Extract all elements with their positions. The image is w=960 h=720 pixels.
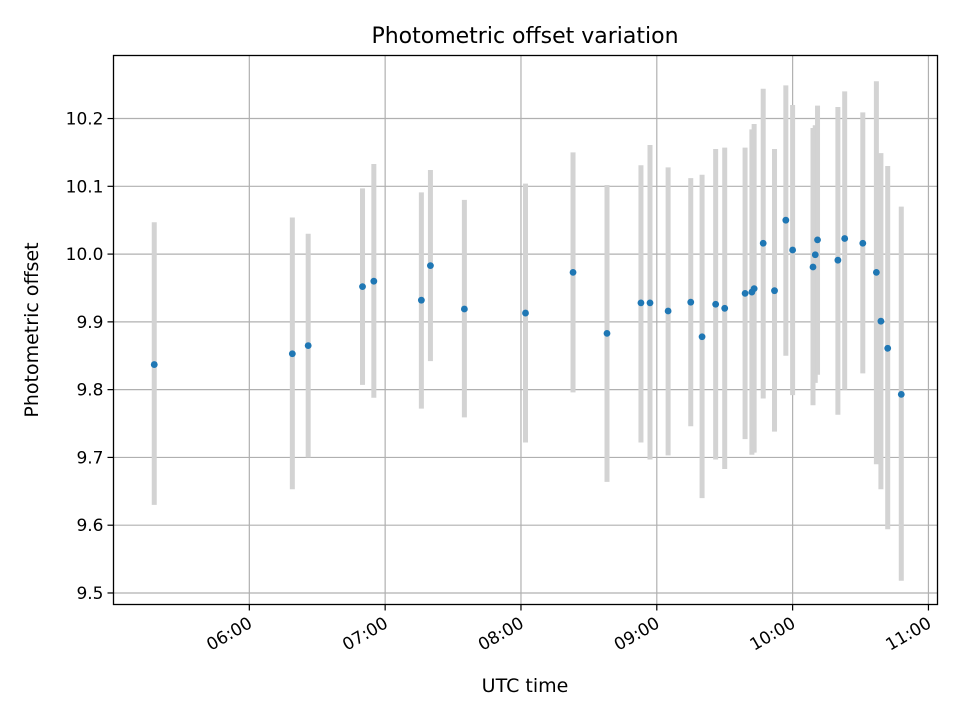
plot-frame xyxy=(112,54,939,606)
data-point xyxy=(884,344,892,352)
data-point xyxy=(841,235,849,242)
data-point xyxy=(809,263,817,271)
data-point xyxy=(427,262,434,270)
data-point xyxy=(811,251,819,259)
data-point xyxy=(304,342,312,349)
data-points xyxy=(150,216,905,398)
data-point xyxy=(288,350,296,358)
y-tick-label: 9.9 xyxy=(76,313,103,333)
data-point xyxy=(522,309,529,317)
data-point xyxy=(569,268,577,276)
data-point xyxy=(771,287,778,295)
data-point xyxy=(834,256,842,264)
data-point xyxy=(721,304,729,312)
y-tick-label: 9.6 xyxy=(76,516,103,536)
y-tick-label: 10.2 xyxy=(66,110,104,130)
data-point xyxy=(782,216,790,224)
data-point xyxy=(370,277,378,285)
data-point xyxy=(417,296,425,304)
data-point xyxy=(712,300,720,308)
data-point xyxy=(814,236,821,244)
data-point xyxy=(359,283,366,291)
data-point xyxy=(789,246,797,254)
y-tick-label: 9.7 xyxy=(76,448,103,468)
data-point xyxy=(664,307,672,315)
data-point xyxy=(687,298,695,306)
y-tick-label: 10.1 xyxy=(66,177,104,197)
data-point xyxy=(646,299,654,307)
data-point xyxy=(872,268,880,276)
y-axis-label: Photometric offset xyxy=(21,242,43,417)
y-tick-label: 9.5 xyxy=(76,584,103,604)
data-point xyxy=(460,305,468,313)
data-point xyxy=(750,285,758,293)
data-point xyxy=(897,390,905,398)
data-point xyxy=(759,239,767,247)
y-axis-ticks: 9.5 9.6 9.7 9.8 9.9 10.0 10.1 10.2 xyxy=(66,110,114,604)
y-tick-label: 10.0 xyxy=(66,245,104,265)
data-point xyxy=(150,361,158,368)
data-point xyxy=(603,329,611,337)
y-tick-label: 9.8 xyxy=(76,381,103,401)
data-point xyxy=(698,333,706,341)
data-point xyxy=(741,290,749,297)
data-point xyxy=(859,239,867,247)
chart-title: Photometric offset variation xyxy=(371,24,678,49)
x-axis-label: UTC time xyxy=(482,675,569,697)
data-point xyxy=(637,299,645,307)
data-point xyxy=(877,317,885,325)
